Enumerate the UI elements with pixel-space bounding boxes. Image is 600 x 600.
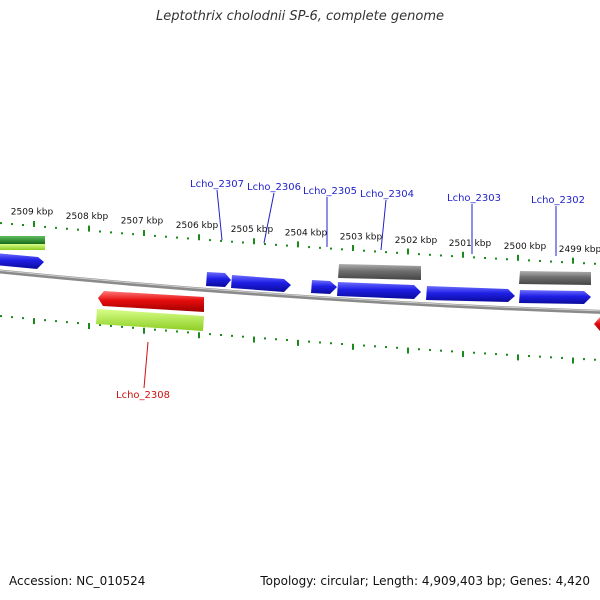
map-title: Leptothrix cholodnii SP-6, complete geno… — [156, 9, 444, 24]
forward-strand-features — [0, 236, 591, 304]
genome-backbone — [0, 269, 600, 314]
gene-leader-line — [380, 199, 387, 251]
accession-text: Accession: NC_010524 — [9, 574, 146, 588]
feature-green-upper-light[interactable] — [0, 244, 45, 250]
gene-leader-line — [263, 192, 275, 244]
genome-backbone-highlight — [0, 269, 600, 312]
ruler-tick-label: 2509 kbp — [11, 208, 54, 218]
gene-lcho-2307[interactable] — [206, 272, 231, 287]
gene-lcho-2304[interactable] — [337, 282, 421, 299]
ruler-tick-label: 2506 kbp — [176, 221, 219, 231]
reverse-strand-features — [96, 291, 600, 331]
outer-tick-row — [0, 220, 596, 265]
gene-lcho-2303[interactable] — [426, 286, 515, 302]
gene-labels: Lcho_2307 Lcho_2306 Lcho_2305 Lcho_2304 Lcho… — [116, 179, 585, 401]
gene-label-lcho-2303[interactable]: Lcho_2303 — [447, 193, 501, 204]
ruler-tick-label: 2508 kbp — [66, 212, 109, 222]
gene-label-lcho-2302[interactable]: Lcho_2302 — [531, 195, 585, 206]
ruler-tick-label: 2500 kbp — [504, 242, 547, 252]
gene-label-lcho-2306[interactable]: Lcho_2306 — [247, 182, 301, 193]
genome-meta-text: Topology: circular; Length: 4,909,403 bp… — [260, 574, 590, 588]
ruler-tick-label: 2504 kbp — [285, 229, 328, 239]
gene-lcho-2302[interactable] — [519, 290, 591, 304]
gene-label-lcho-2308[interactable]: Lcho_2308 — [116, 390, 170, 401]
ruler-tick-label: 2505 kbp — [231, 225, 274, 235]
gene-red-right[interactable] — [594, 317, 600, 331]
ruler-tick-label: 2501 kbp — [449, 239, 492, 249]
gene-lcho-2305[interactable] — [311, 280, 337, 294]
gene-lcho-2306[interactable] — [231, 275, 291, 292]
ruler-tick-label: 2502 kbp — [395, 236, 438, 246]
gene-leader-line — [216, 189, 223, 241]
feature-gray-2304[interactable] — [338, 264, 421, 280]
feature-green-lower[interactable] — [96, 309, 204, 331]
inner-tick-row — [0, 315, 596, 364]
gene-lcho-2308[interactable] — [98, 291, 204, 312]
gene-leader-line — [143, 341, 149, 389]
feature-gray-2302[interactable] — [519, 271, 591, 285]
ruler-labels: 2509 kbp 2508 kbp 2507 kbp 2506 kbp 2505 kbp… — [11, 208, 600, 255]
gene-label-lcho-2307[interactable]: Lcho_2307 — [190, 179, 244, 190]
gene-blue-left[interactable] — [0, 253, 44, 269]
gene-label-lcho-2304[interactable]: Lcho_2304 — [360, 189, 414, 200]
gene-label-lcho-2305[interactable]: Lcho_2305 — [303, 186, 357, 197]
ruler-tick-label: 2503 kbp — [340, 232, 383, 242]
ruler-tick-label: 2499 kbp — [559, 245, 600, 255]
ruler-tick-label: 2507 kbp — [121, 217, 164, 227]
feature-green-upper[interactable] — [0, 236, 45, 244]
